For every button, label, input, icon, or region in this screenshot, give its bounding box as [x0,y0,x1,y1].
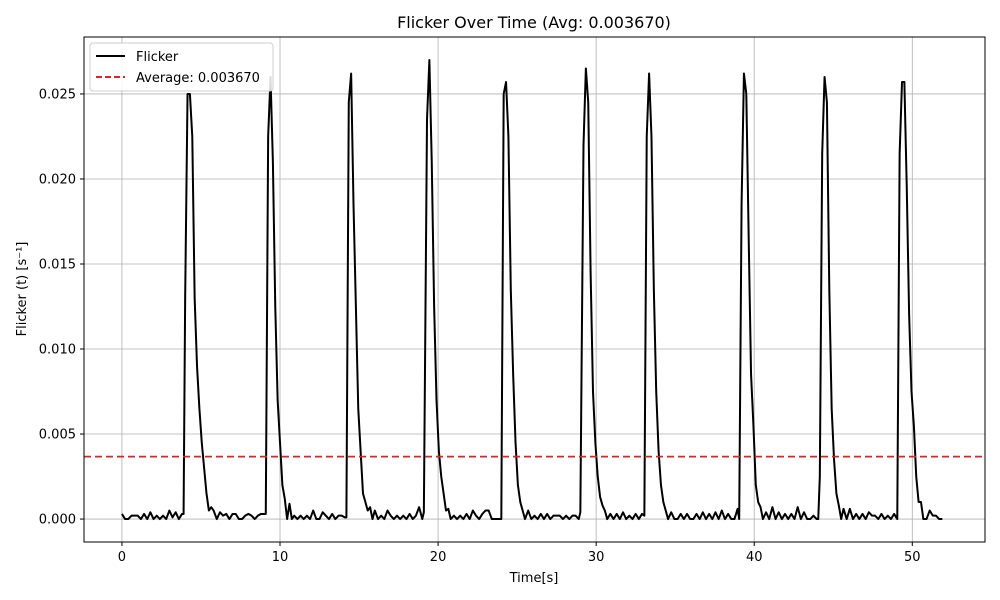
series-layer [84,58,985,521]
legend-box [89,42,274,92]
plot-frame [83,36,986,543]
x-tick-label: 50 [904,550,921,565]
y-axis-ticks: 0.000 0.005 0.010 0.015 0.020 0.025 [39,87,84,528]
y-tick-label: 0.005 [39,428,76,443]
legend-label-average: Average: 0.003670 [136,71,260,86]
x-tick-label: 40 [746,550,763,565]
y-tick-label: 0.020 [39,172,76,187]
x-tick-label: 0 [118,550,126,565]
legend-label-flicker: Flicker [136,50,179,65]
legend: Flicker Average: 0.003670 [89,42,274,92]
grid-lines [84,37,985,542]
x-tick-label: 10 [272,550,289,565]
flicker-series-line [121,58,943,521]
y-tick-label: 0.000 [39,513,76,528]
x-axis-ticks: 0 10 20 30 40 50 [118,542,921,565]
y-tick-label: 0.015 [39,257,76,272]
x-tick-label: 20 [430,550,447,565]
x-tick-label: 30 [588,550,605,565]
x-axis-label: Time[s] [509,571,559,586]
y-tick-label: 0.025 [39,87,76,102]
y-axis-label: Flicker (t) [s⁻¹] [15,242,30,337]
chart-title: Flicker Over Time (Avg: 0.003670) [397,13,671,32]
y-tick-label: 0.010 [39,343,76,358]
